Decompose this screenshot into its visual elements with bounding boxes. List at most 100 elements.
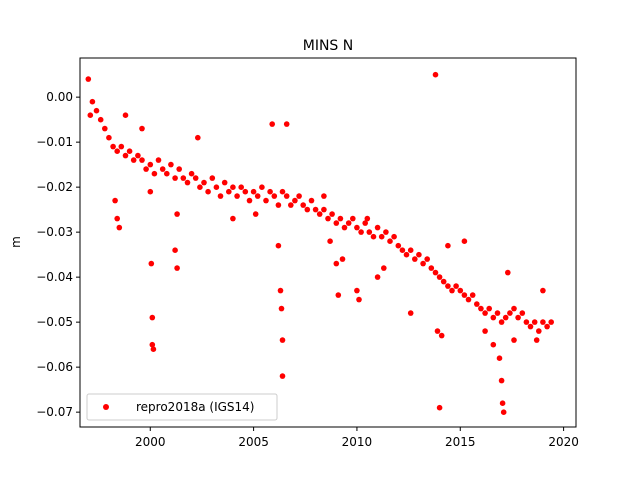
data-point — [135, 152, 141, 159]
data-point — [500, 409, 507, 416]
data-point — [432, 269, 439, 276]
data-point — [496, 355, 503, 362]
data-point — [118, 143, 125, 150]
data-point — [252, 211, 259, 217]
data-point — [548, 319, 554, 325]
data-point — [316, 211, 323, 217]
data-point — [478, 305, 484, 312]
data-point — [277, 287, 284, 294]
data-point — [449, 287, 455, 294]
data-point — [149, 341, 156, 348]
data-point — [114, 215, 120, 222]
data-point — [150, 346, 157, 353]
data-point — [333, 260, 340, 267]
data-point — [230, 215, 236, 222]
data-point — [139, 125, 145, 132]
data-point — [407, 247, 414, 253]
data-point — [374, 274, 381, 280]
data-point — [511, 337, 517, 343]
data-point — [172, 175, 178, 181]
data-point — [391, 233, 397, 240]
data-point — [498, 377, 505, 384]
data-point — [474, 301, 480, 307]
data-point — [321, 193, 327, 199]
chart-title: MINS N — [303, 38, 354, 54]
data-point — [176, 166, 182, 172]
data-point — [366, 229, 373, 235]
data-point — [184, 179, 191, 186]
data-point — [122, 152, 129, 159]
data-point — [300, 202, 307, 208]
data-point — [399, 247, 406, 253]
data-point — [279, 373, 286, 379]
data-point — [201, 179, 207, 186]
y-tick-label: −0.01 — [36, 135, 73, 149]
data-point — [89, 98, 96, 105]
data-point — [505, 269, 511, 276]
data-point — [112, 197, 118, 204]
data-point — [327, 238, 333, 244]
data-point — [362, 220, 369, 226]
data-point — [242, 188, 249, 195]
data-point — [283, 193, 290, 199]
data-point — [234, 193, 240, 199]
data-point — [226, 188, 232, 195]
data-point — [205, 188, 211, 195]
data-point — [288, 202, 294, 208]
data-point — [490, 314, 497, 321]
data-point — [364, 215, 371, 222]
data-point — [151, 170, 158, 177]
data-point — [420, 260, 426, 267]
data-point — [527, 323, 534, 330]
data-point — [436, 404, 443, 411]
data-point — [465, 296, 472, 303]
data-point — [279, 337, 286, 343]
data-point — [143, 166, 149, 172]
data-point — [114, 148, 120, 154]
data-point — [321, 206, 327, 213]
y-tick-label: 0.00 — [46, 90, 73, 104]
data-point — [482, 310, 488, 316]
y-tick-label: −0.02 — [36, 180, 73, 194]
data-point — [168, 161, 174, 168]
data-point — [434, 328, 441, 334]
data-point — [438, 332, 445, 339]
data-point — [192, 175, 199, 181]
data-point — [139, 157, 145, 163]
data-point — [325, 215, 331, 222]
data-point — [304, 206, 311, 213]
data-point — [110, 143, 116, 150]
data-point — [279, 188, 286, 195]
data-point — [494, 310, 501, 316]
data-point — [230, 184, 236, 190]
data-point — [87, 112, 94, 118]
legend-marker — [103, 404, 109, 410]
y-tick-label: −0.07 — [36, 405, 73, 419]
y-tick-label: −0.05 — [36, 315, 73, 329]
data-point — [147, 188, 154, 195]
data-point — [130, 157, 137, 163]
data-point — [259, 184, 265, 190]
data-point — [358, 229, 364, 235]
data-point — [106, 134, 112, 141]
data-point — [213, 184, 220, 190]
data-point — [354, 224, 360, 231]
data-point — [217, 193, 224, 199]
data-point — [536, 328, 542, 334]
data-point — [544, 323, 550, 330]
data-point — [407, 310, 414, 316]
data-point — [93, 107, 100, 114]
data-point — [490, 341, 497, 348]
data-point — [424, 256, 431, 262]
data-point — [267, 188, 273, 195]
x-axis: 2000 2005 2010 2015 2020 — [135, 427, 579, 449]
data-point — [345, 220, 352, 226]
data-point — [540, 287, 546, 294]
data-point — [271, 193, 278, 199]
data-point — [387, 238, 393, 244]
data-point — [269, 121, 276, 127]
data-point — [333, 220, 340, 226]
data-point — [337, 215, 344, 222]
data-point — [436, 274, 443, 280]
